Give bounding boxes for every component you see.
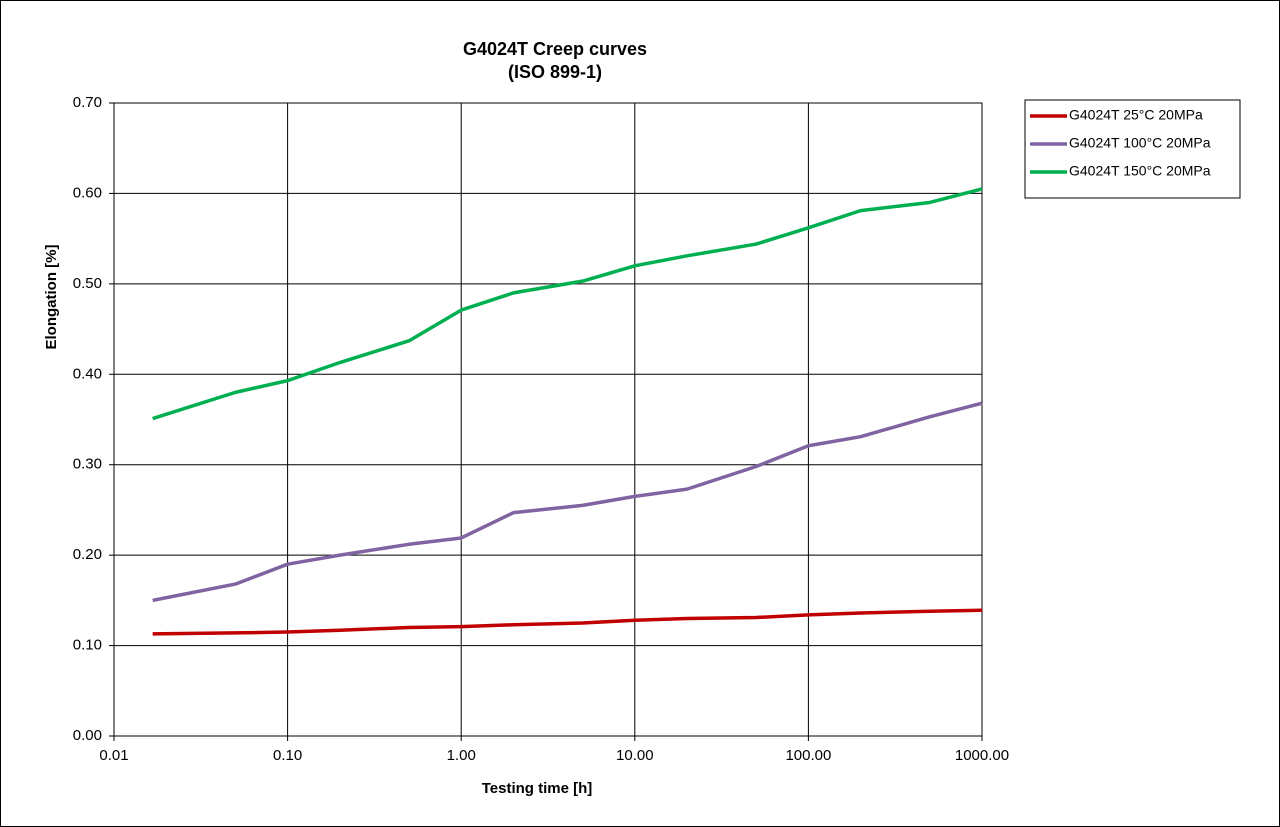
plot-border	[113, 102, 983, 737]
y-tick-label: 0.30	[73, 456, 102, 473]
y-tick-label: 0.50	[73, 275, 102, 292]
x-tick-label: 10.00	[616, 747, 654, 764]
y-tick-label: 0.60	[73, 184, 102, 201]
legend-label: G4024T 100°C 20MPa	[1069, 135, 1211, 151]
chart-title: G4024T Creep curves	[463, 39, 647, 59]
plot-area	[114, 103, 982, 736]
x-tick-label: 1.00	[447, 747, 476, 764]
chart-subtitle: (ISO 899-1)	[508, 62, 602, 82]
x-axis-title: Testing time [h]	[482, 780, 593, 797]
y-tick-label: 0.20	[73, 546, 102, 563]
x-tick-label: 1000.00	[955, 747, 1009, 764]
series-line	[152, 401, 983, 603]
y-tick-label: 0.00	[73, 727, 102, 744]
y-tick-label: 0.70	[73, 94, 102, 111]
x-tick-label: 100.00	[785, 747, 831, 764]
legend-label: G4024T 25°C 20MPa	[1069, 107, 1203, 123]
series-line	[152, 608, 983, 636]
series-line	[152, 187, 983, 421]
y-tick-label: 0.10	[73, 637, 102, 654]
x-tick-label: 0.01	[99, 747, 128, 764]
legend-label: G4024T 150°C 20MPa	[1069, 163, 1211, 179]
y-axis-title: Elongation [%]	[43, 245, 60, 350]
x-tick-label: 0.10	[273, 747, 302, 764]
y-tick-label: 0.40	[73, 365, 102, 382]
